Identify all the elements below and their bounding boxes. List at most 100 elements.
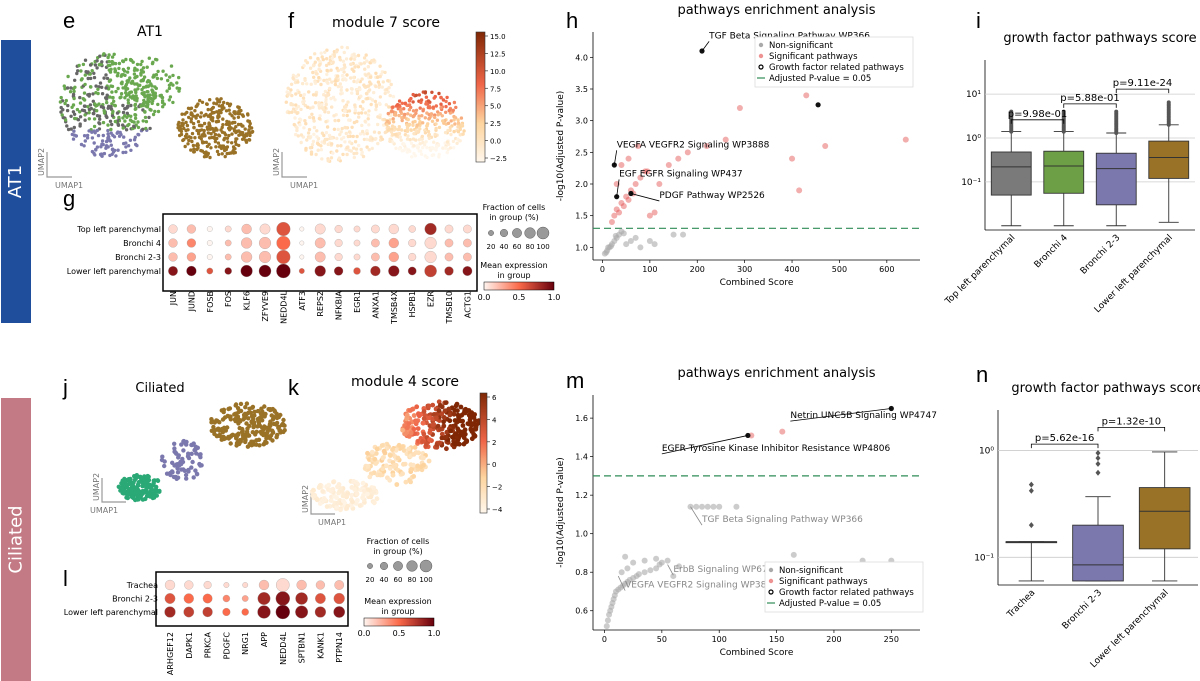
umap-cell: [308, 136, 312, 140]
umap-cell: [69, 114, 73, 119]
y-tick-label: 4.0: [575, 53, 588, 62]
umap-cell: [96, 87, 100, 92]
umap-cell: [308, 56, 313, 60]
umap-cell: [324, 120, 328, 124]
umap-cell: [187, 138, 191, 143]
dotplot-dot: [276, 263, 291, 279]
umap-cell: [133, 107, 137, 112]
umap-cell: [145, 93, 150, 98]
umap-cell: [132, 138, 137, 142]
colorbar-tick-label: 2.5: [490, 120, 501, 128]
umap-cell: [445, 95, 449, 100]
umap-cell: [176, 122, 180, 127]
umap-cell: [144, 126, 148, 131]
umap-cell: [156, 69, 160, 74]
dotplot-gene-label: APP: [260, 632, 269, 647]
umap-cell: [192, 147, 196, 151]
umap-cell: [124, 491, 130, 497]
umap-cell: [246, 410, 251, 416]
umap-cell: [208, 155, 212, 160]
umap-cell: [460, 418, 465, 424]
umap-cell: [403, 147, 407, 151]
box-title: growth factor pathways score: [1011, 381, 1200, 396]
umap-cell: [373, 451, 379, 456]
umap-cell: [244, 401, 250, 406]
umap-cell: [171, 100, 175, 105]
umap-cell: [343, 77, 347, 81]
umap-f-xlabel: UMAP1: [290, 181, 318, 190]
umap-cell: [408, 430, 414, 436]
umap-cell: [451, 146, 456, 150]
dotplot-dot: [164, 606, 176, 618]
umap-cell: [82, 104, 87, 108]
side-label-at1: AT1: [1, 40, 31, 323]
umap-cell: [319, 148, 323, 152]
umap-cell: [374, 136, 378, 141]
umap-cell: [317, 103, 321, 108]
umap-cell: [418, 127, 422, 131]
legend-marker-nonsig: [758, 42, 764, 48]
umap-cell: [141, 92, 146, 97]
umap-cell: [425, 145, 429, 150]
umap-cell: [216, 433, 222, 438]
umap-cell: [121, 126, 125, 130]
dotplot-dot: [407, 266, 417, 276]
panel-letter-m: m: [566, 368, 585, 393]
umap-cell: [148, 126, 152, 131]
umap-cell: [76, 69, 80, 73]
umap-cell: [178, 133, 182, 138]
umap-cell: [338, 82, 342, 86]
umap-cell: [437, 155, 441, 159]
umap-cell: [387, 466, 393, 471]
umap-cell: [306, 105, 310, 109]
dotplot-gene-label: DAPK1: [185, 632, 194, 659]
umap-cell: [80, 108, 85, 112]
x-tick-label: 100: [712, 635, 727, 644]
umap-cell: [162, 102, 166, 106]
umap-cell: [237, 143, 241, 148]
umap-cell: [102, 109, 106, 113]
sig-point: [703, 143, 710, 149]
umap-cell: [291, 73, 296, 78]
umap-cell: [395, 455, 401, 461]
umap-cell: [130, 96, 134, 100]
umap-cell: [275, 432, 280, 438]
umap-cell: [235, 432, 241, 437]
pvalue-bracket: [1010, 119, 1065, 124]
umap-cell: [444, 429, 450, 435]
umap-cell: [187, 135, 191, 139]
umap-cell: [317, 106, 322, 110]
umap-cell: [313, 60, 317, 64]
colorbar-tick-label: −2: [492, 484, 502, 492]
umap-cell: [78, 95, 82, 100]
umap-cell: [377, 131, 381, 135]
umap-cell: [217, 420, 222, 425]
nonsig-point: [664, 557, 671, 564]
umap-cell: [93, 102, 97, 106]
umap-cell: [376, 80, 381, 84]
umap-cell: [343, 140, 347, 144]
umap-cell: [377, 101, 382, 106]
umap-cell: [368, 494, 374, 500]
umap-cell: [254, 429, 259, 434]
umap-cell: [322, 133, 326, 138]
umap-cell: [63, 87, 67, 91]
umap-cell: [58, 100, 63, 104]
umap-cell: [363, 111, 368, 115]
umap-cell: [113, 69, 118, 73]
umap-cell: [364, 53, 368, 57]
umap-cell: [311, 105, 315, 109]
umap-cell: [195, 147, 199, 152]
umap-cell: [117, 61, 122, 66]
umap-cell: [400, 118, 404, 123]
umap-cell: [444, 104, 448, 109]
umap-cell: [215, 149, 220, 154]
sig-point: [635, 143, 642, 149]
umap-cell: [79, 142, 84, 147]
umap-cell: [110, 90, 114, 94]
sig-point: [623, 193, 630, 200]
umap-cell: [415, 123, 419, 127]
umap-cell: [235, 406, 241, 411]
nonsig-point: [612, 232, 619, 239]
umap-cell: [405, 126, 410, 130]
